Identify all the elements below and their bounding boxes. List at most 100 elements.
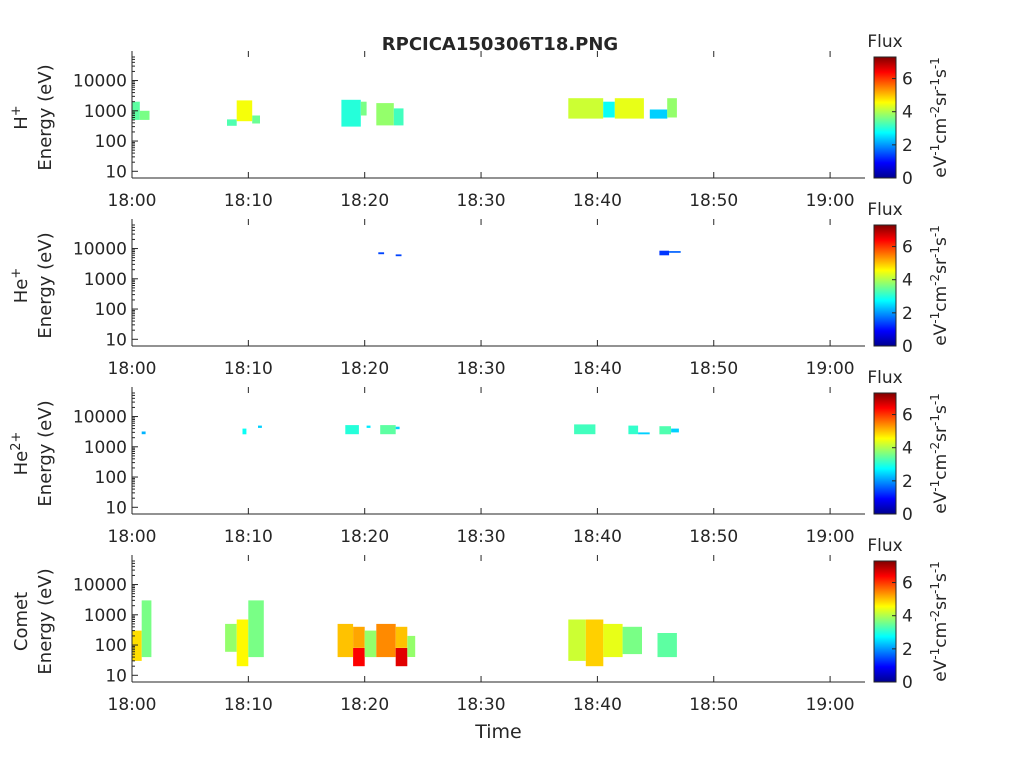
spectrogram-data [141,424,679,435]
colorbar-tick-label: 6 [902,574,913,594]
colorbar-tick-label: 2 [902,472,913,492]
flux-block [568,98,604,119]
colorbar-tick-label: 2 [902,304,913,324]
x-tick-label: 18:30 [457,359,506,379]
flux-block [139,110,150,120]
y-axis-species-label: He2+ [9,432,32,476]
flux-block [603,101,615,118]
y-tick-label: 10000 [73,240,127,260]
flux-block [395,648,408,667]
flux-block [364,630,377,658]
x-tick-label: 18:00 [108,695,157,715]
colorbar-tick-label: 4 [902,103,913,123]
flux-block [407,635,416,657]
flux-block [353,648,365,667]
flux-block [242,428,247,435]
colorbar-title: Flux [867,368,902,388]
y-tick-label: 1000 [84,438,127,458]
y-axis-species-label: Comet [11,592,32,651]
flux-block [638,432,650,435]
flux-block [341,99,361,127]
y-axis-species-label: He+ [9,268,32,304]
flux-block [248,600,264,658]
y-tick-label: 10 [105,162,127,182]
x-tick-label: 18:40 [573,695,622,715]
flux-block [659,250,670,256]
x-tick-label: 18:50 [689,527,738,547]
x-tick-label: 19:00 [806,359,855,379]
colorbar-tick-label: 0 [902,673,913,693]
colorbar-tick-label: 6 [902,238,913,258]
colorbar-tick-label: 4 [902,439,913,459]
flux-block [345,425,359,435]
y-tick-label: 100 [95,636,127,656]
colorbar-title: Flux [867,536,902,556]
colorbar-gradient [873,560,897,683]
panel-comet: 18:00 18:10 18:20 18:30 18:40 18:50 19:00 10 100… [11,536,951,743]
figure-title: RPCICA150306T18.PNG [382,34,618,55]
colorbar-tick-label: 2 [902,640,913,660]
colorbar: Flux 0 2 4 6 eV-1cm-2sr-1s-1 [867,200,951,357]
flux-block [258,425,262,428]
species-charge: + [9,105,24,116]
colorbar-title: Flux [867,32,902,52]
flux-block [393,108,404,126]
flux-block [628,425,639,435]
y-tick-label: 100 [95,300,127,320]
flux-block [568,619,586,661]
x-tick-label: 18:30 [457,527,506,547]
y-tick-label: 10 [105,498,127,518]
species-name: He [11,451,32,476]
x-tick-label: 18:50 [689,359,738,379]
panel-he2plus: 18:00 18:10 18:20 18:30 18:40 18:50 19:00 10 100… [9,368,951,547]
flux-block [574,424,596,435]
flux-block [236,619,249,667]
flux-block [622,626,642,655]
spectrogram-data [378,250,681,257]
y-tick-label: 1000 [84,270,127,290]
colorbar-tick-label: 0 [902,505,913,525]
colorbar-units: eV-1cm-2sr-1s-1 [928,57,951,178]
flux-block [366,425,371,428]
colorbar-tick-label: 4 [902,271,913,291]
species-name: Comet [11,592,32,651]
species-name: He [11,279,32,304]
y-axis-units-label: Energy (eV) [35,568,56,674]
colorbar-units: eV-1cm-2sr-1s-1 [928,225,951,346]
flux-block [603,623,623,658]
colorbar-units: eV-1cm-2sr-1s-1 [928,393,951,514]
x-tick-label: 18:00 [108,191,157,211]
x-tick-label: 18:10 [224,359,273,379]
flux-block [337,623,354,658]
x-tick-label: 18:10 [224,695,273,715]
colorbar: Flux 0 2 4 6 eV-1cm-2sr-1s-1 [867,536,951,693]
flux-block [378,252,385,255]
flux-block [669,251,681,253]
colorbar-tick-label: 6 [902,406,913,426]
x-tick-label: 18:20 [340,527,389,547]
flux-block [395,426,400,430]
y-tick-label: 10 [105,666,127,686]
x-tick-label: 18:40 [573,527,622,547]
y-axis-units-label: Energy (eV) [35,64,56,170]
flux-block [353,626,365,648]
y-tick-label: 10000 [73,72,127,92]
colorbar-tick-label: 2 [902,136,913,156]
colorbar: Flux 0 2 4 6 eV-1cm-2sr-1s-1 [867,32,951,189]
x-tick-label: 18:00 [108,527,157,547]
colorbar-tick-label: 6 [902,70,913,90]
x-tick-label: 18:30 [457,191,506,211]
y-tick-label: 1000 [84,606,127,626]
y-tick-label: 100 [95,468,127,488]
colorbar: Flux 0 2 4 6 eV-1cm-2sr-1s-1 [867,368,951,525]
flux-block [376,623,396,658]
flux-block [395,254,402,257]
flux-block [671,428,679,433]
colorbar-tick-label: 4 [902,607,913,627]
colorbar-gradient [873,392,897,515]
colorbar-title: Flux [867,200,902,220]
panel-h-plus: 18:00 18:10 18:20 18:30 18:40 18:50 19:00 10 100… [9,32,951,211]
x-tick-label: 18:20 [340,695,389,715]
colorbar-tick-label: 0 [902,169,913,189]
